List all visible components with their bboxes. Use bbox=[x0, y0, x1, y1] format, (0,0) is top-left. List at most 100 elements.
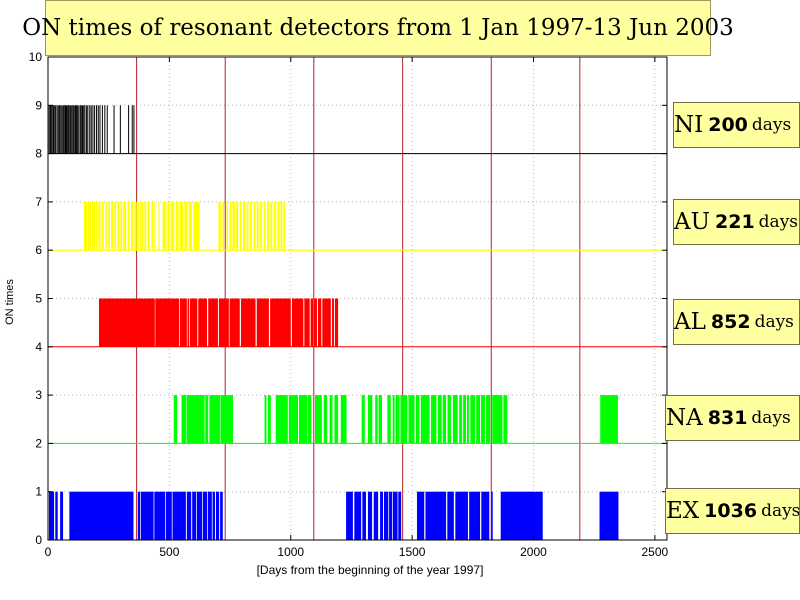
on-interval-bar-ex bbox=[373, 491, 379, 540]
days-unit: days bbox=[754, 312, 794, 332]
on-interval-bar-na bbox=[392, 395, 395, 444]
on-interval-bar-ni bbox=[87, 105, 89, 154]
on-interval-bar-au bbox=[108, 201, 110, 251]
on-interval-bar-na bbox=[288, 395, 299, 444]
on-interval-bar-na bbox=[267, 395, 271, 444]
days-unit: days bbox=[761, 501, 800, 521]
on-interval-bar-au bbox=[147, 201, 150, 251]
on-interval-bar-ex bbox=[69, 491, 134, 540]
on-interval-bar-na bbox=[470, 395, 476, 444]
on-interval-bar-ni bbox=[72, 105, 74, 154]
on-interval-bar-ni bbox=[60, 105, 62, 154]
x-axis-label: [Days from the beginning of the year 199… bbox=[256, 563, 484, 577]
on-interval-bar-ni bbox=[128, 105, 130, 154]
on-interval-bar-au bbox=[162, 201, 167, 251]
on-interval-bar-ni bbox=[75, 105, 77, 154]
on-interval-bar-al bbox=[256, 298, 269, 347]
days-unit: days bbox=[751, 115, 792, 135]
on-interval-bar-au bbox=[114, 201, 116, 251]
on-interval-bar-ex bbox=[172, 491, 186, 540]
y-tick-label: 7 bbox=[35, 195, 42, 209]
y-tick-label: 10 bbox=[29, 50, 43, 64]
on-interval-bar-ex bbox=[212, 491, 216, 540]
on-interval-bar-au bbox=[232, 201, 235, 251]
on-interval-bar-au bbox=[154, 201, 156, 251]
on-interval-bar-na bbox=[420, 395, 430, 444]
on-interval-bar-ex bbox=[398, 491, 402, 540]
x-tick-label: 0 bbox=[45, 545, 52, 559]
on-interval-bar-ni bbox=[99, 105, 101, 154]
detector-name: NI bbox=[674, 112, 704, 138]
on-interval-bar-ex bbox=[220, 491, 223, 540]
on-interval-bar-au bbox=[151, 201, 154, 251]
on-interval-bar-au bbox=[280, 201, 283, 251]
on-interval-bar-na bbox=[173, 395, 178, 444]
x-tick-label: 2000 bbox=[520, 545, 547, 559]
legend-label-na: NA 831 days bbox=[665, 395, 800, 441]
on-interval-bar-ex bbox=[367, 491, 373, 540]
on-interval-bar-au bbox=[127, 201, 130, 251]
on-interval-bar-na bbox=[408, 395, 415, 444]
on-interval-bar-au bbox=[263, 201, 266, 251]
on-interval-bar-na bbox=[481, 395, 485, 444]
on-interval-bar-ex bbox=[154, 491, 166, 540]
on-interval-bar-au bbox=[120, 201, 123, 251]
y-tick-label: 2 bbox=[35, 436, 42, 450]
on-interval-bar-ex bbox=[192, 491, 197, 540]
y-tick-label: 4 bbox=[35, 340, 42, 354]
detector-name: AU bbox=[674, 209, 710, 235]
on-interval-bar-ex bbox=[165, 491, 172, 540]
on-interval-bar-ex bbox=[599, 491, 619, 540]
on-interval-bar-ni bbox=[81, 105, 83, 154]
on-interval-bar-na bbox=[378, 395, 383, 444]
on-interval-bar-au bbox=[218, 201, 221, 251]
on-interval-bar-ni bbox=[86, 105, 88, 154]
on-interval-bar-ex bbox=[362, 491, 366, 540]
on-interval-bar-al bbox=[291, 298, 304, 347]
on-interval-bar-ni bbox=[90, 105, 92, 154]
days-unit: days bbox=[758, 212, 799, 232]
on-interval-bar-ex bbox=[481, 491, 490, 540]
on-interval-bar-ni bbox=[51, 105, 53, 154]
on-interval-bar-ni bbox=[71, 105, 73, 154]
on-interval-bar-ni bbox=[69, 105, 71, 154]
on-interval-bar-al bbox=[229, 298, 240, 347]
on-interval-bar-ex bbox=[202, 491, 207, 540]
y-axis-label: ON times bbox=[4, 279, 16, 325]
y-tick-label: 6 bbox=[35, 243, 42, 257]
on-interval-bar-na bbox=[205, 395, 209, 444]
on-interval-bar-al bbox=[179, 298, 187, 347]
on-interval-bar-na bbox=[431, 395, 437, 444]
on-interval-bar-ex bbox=[416, 491, 425, 540]
on-interval-bar-ex bbox=[469, 491, 481, 540]
y-tick-label: 3 bbox=[35, 388, 42, 402]
on-interval-bar-ni bbox=[89, 105, 91, 154]
on-interval-bar-na bbox=[181, 395, 187, 444]
detector-days-count: 831 bbox=[707, 407, 748, 429]
on-interval-bar-na bbox=[400, 395, 408, 444]
on-interval-bar-au bbox=[184, 201, 188, 251]
on-interval-bar-ex bbox=[55, 491, 58, 540]
on-interval-bar-na bbox=[275, 395, 288, 444]
on-interval-bar-al bbox=[304, 298, 310, 347]
on-interval-bar-al bbox=[187, 298, 190, 347]
on-interval-bar-au bbox=[236, 201, 239, 251]
legend-label-ex: EX 1036 days bbox=[665, 488, 800, 534]
on-interval-bar-au bbox=[249, 201, 252, 251]
on-interval-bar-au bbox=[137, 201, 139, 251]
legend-label-ni: NI 200 days bbox=[673, 102, 800, 148]
on-interval-bar-ex bbox=[447, 491, 454, 540]
x-tick-label: 2500 bbox=[642, 545, 669, 559]
on-interval-bar-au bbox=[131, 201, 133, 251]
on-interval-bar-na bbox=[416, 395, 420, 444]
on-interval-bar-ni bbox=[61, 105, 63, 154]
on-interval-bar-au bbox=[193, 201, 200, 251]
on-interval-bar-au bbox=[239, 201, 242, 251]
on-interval-bar-al bbox=[314, 298, 317, 347]
on-interval-bar-ni bbox=[80, 105, 82, 154]
on-interval-bar-au bbox=[101, 201, 104, 251]
on-interval-bar-ex bbox=[392, 491, 398, 540]
on-interval-bar-al bbox=[270, 298, 291, 347]
on-interval-bar-au bbox=[256, 201, 259, 251]
detector-name: EX bbox=[666, 498, 700, 524]
